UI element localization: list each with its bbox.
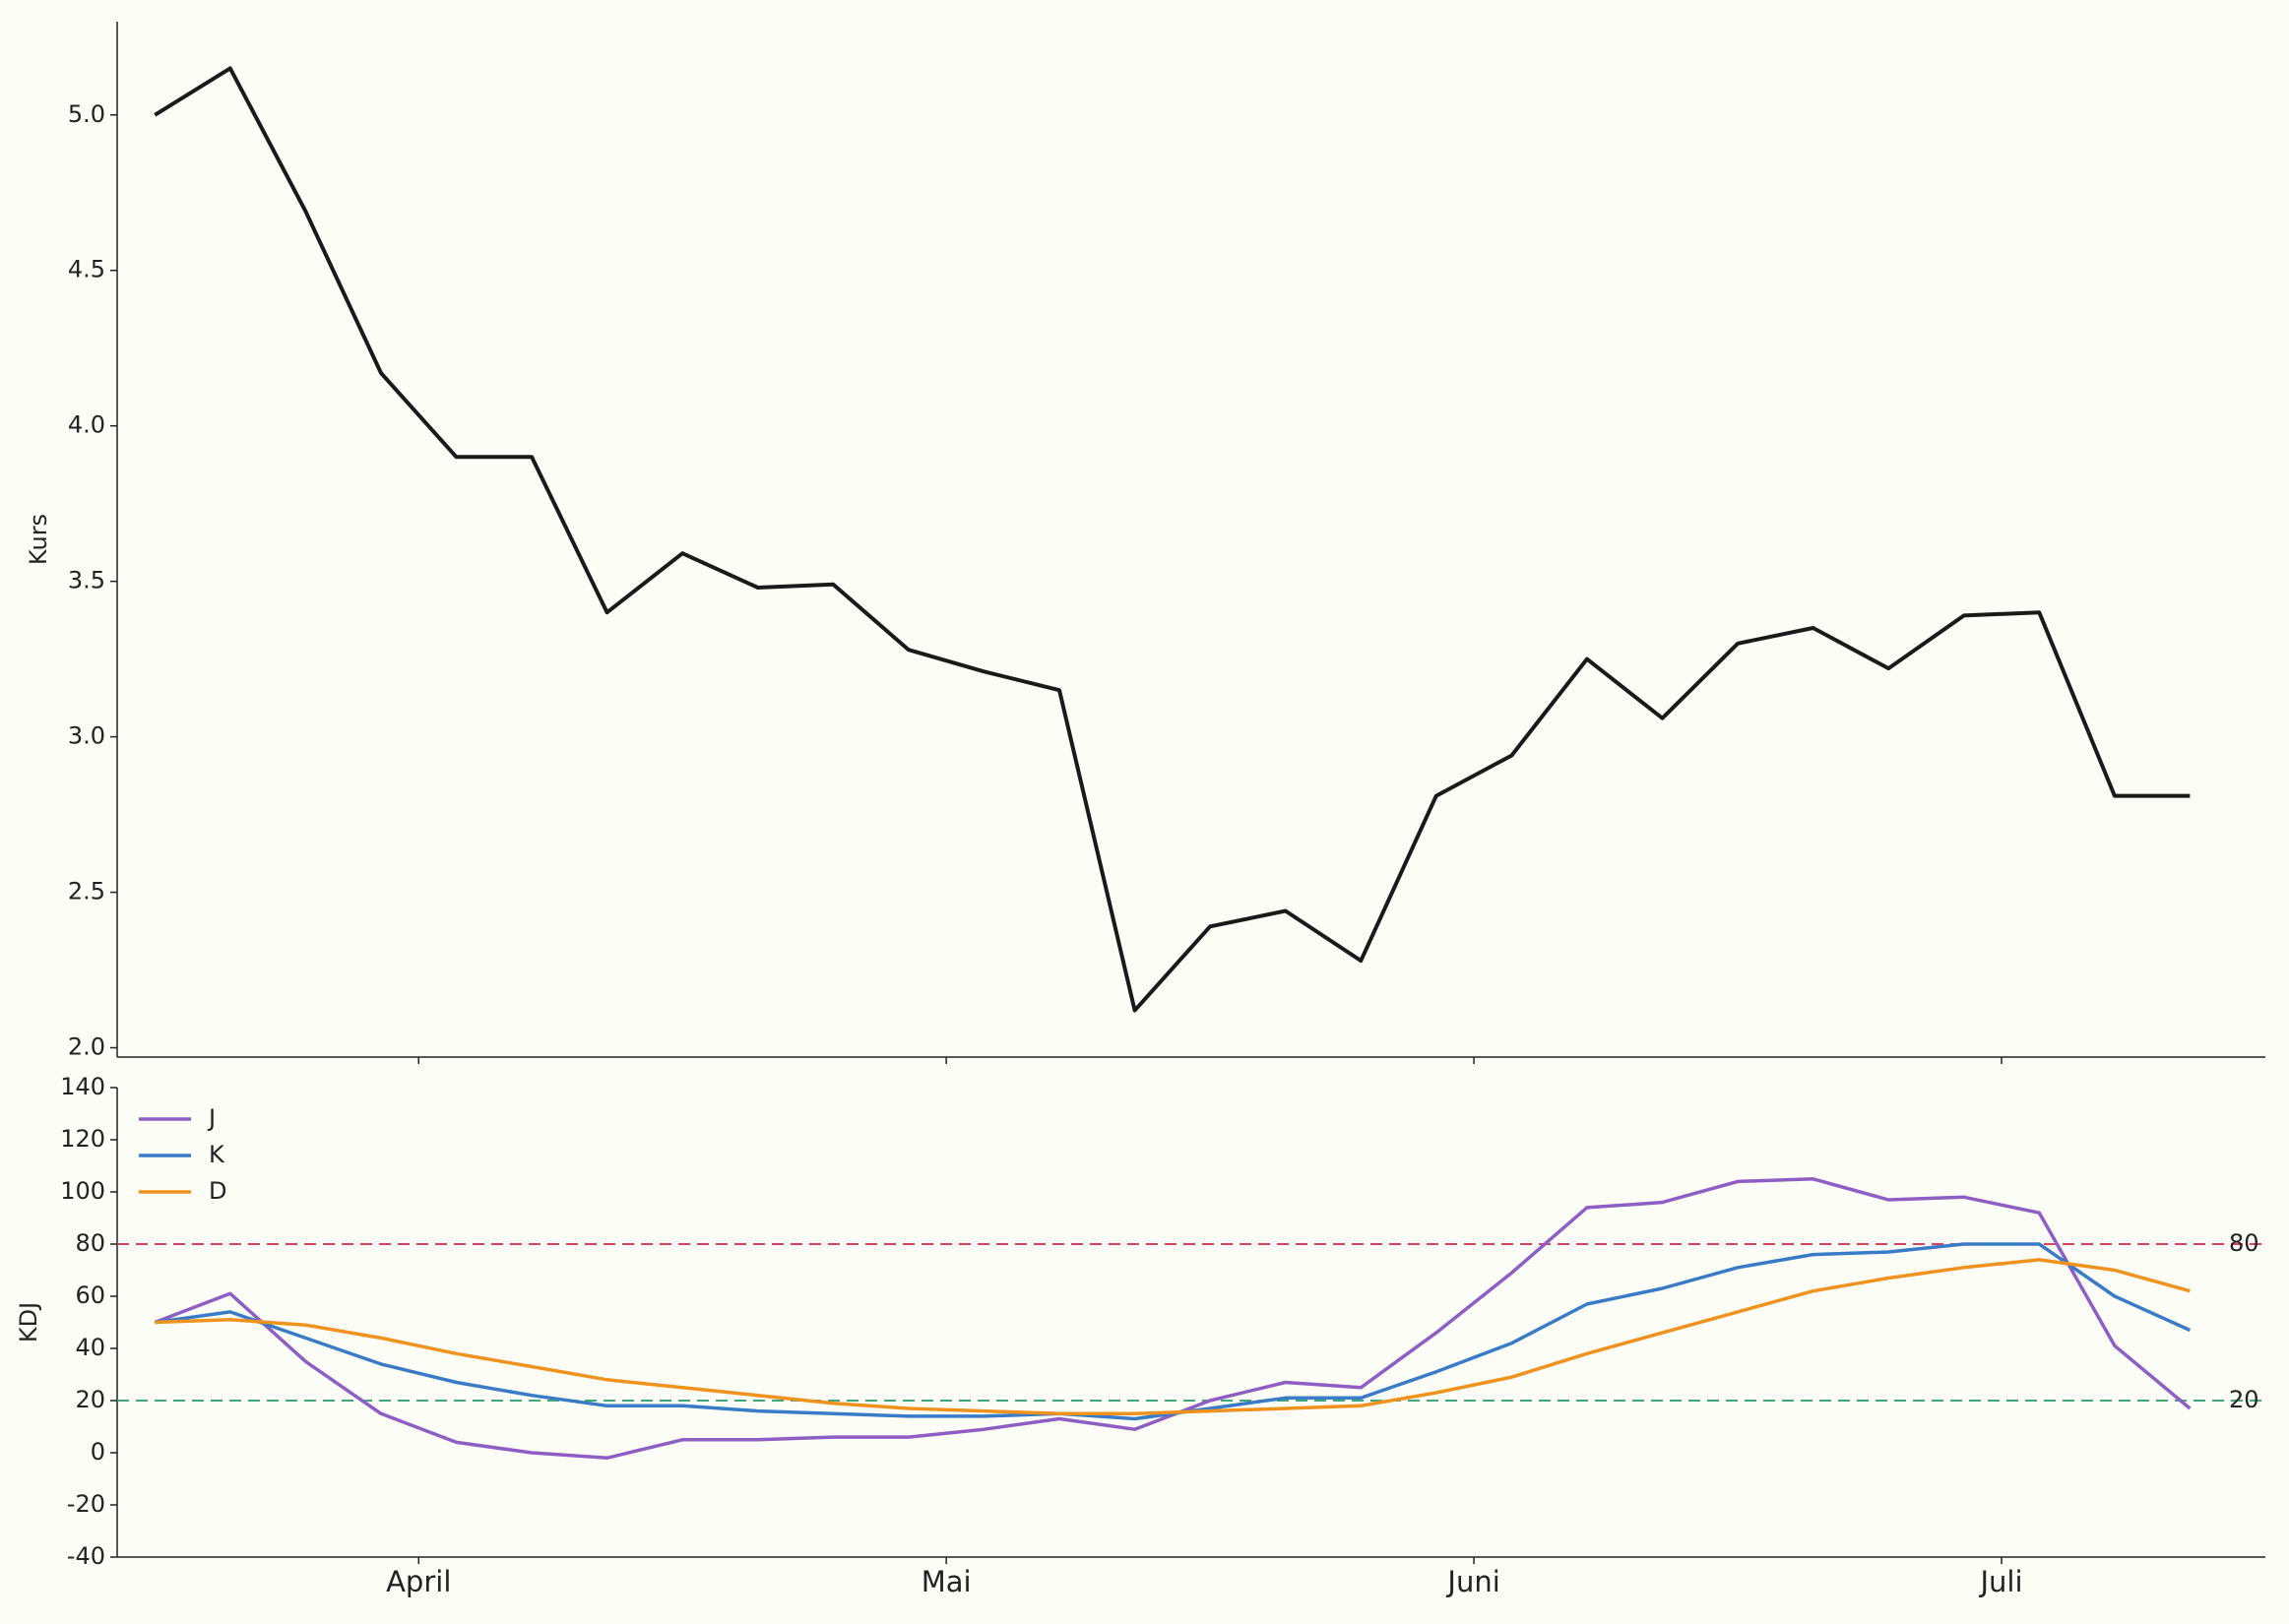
- y-tick-label: 140: [60, 1073, 105, 1100]
- y-tick-label: -20: [67, 1490, 105, 1518]
- y-tick-label: 40: [75, 1334, 105, 1361]
- series-line: [155, 1258, 2191, 1416]
- series-line: [154, 66, 2191, 1013]
- x-tick-label: Mai: [922, 1565, 972, 1598]
- y-tick-label: 20: [75, 1386, 105, 1413]
- y-tick-label: 60: [75, 1281, 105, 1309]
- y-tick-label: 100: [60, 1177, 105, 1205]
- y-tick-label: 5.0: [68, 100, 105, 128]
- y-tick-label: 2.5: [68, 878, 105, 906]
- legend-label: J: [207, 1104, 216, 1132]
- legend-label: K: [209, 1141, 225, 1168]
- x-tick-label: April: [386, 1565, 451, 1598]
- series-line: [155, 1242, 2192, 1421]
- y-axis-label: Kurs: [25, 514, 52, 565]
- y-tick-label: 80: [75, 1229, 105, 1257]
- series-line: [154, 1177, 2192, 1461]
- x-tick-label: Juni: [1445, 1565, 1499, 1598]
- y-tick-label: 4.5: [68, 256, 105, 283]
- reference-label: 80: [2229, 1229, 2259, 1257]
- y-tick-label: 3.0: [68, 722, 105, 750]
- y-axis-label: KDJ: [15, 1302, 42, 1343]
- y-tick-label: -40: [67, 1542, 105, 1570]
- legend-label: D: [209, 1177, 226, 1205]
- y-tick-label: 0: [91, 1438, 105, 1466]
- y-tick-label: 120: [60, 1125, 105, 1153]
- x-tick-label: Juli: [1979, 1565, 2023, 1598]
- reference-label: 20: [2229, 1386, 2259, 1413]
- y-tick-label: 2.0: [68, 1033, 105, 1061]
- y-tick-label: 4.0: [68, 411, 105, 439]
- y-tick-label: 3.5: [68, 567, 105, 594]
